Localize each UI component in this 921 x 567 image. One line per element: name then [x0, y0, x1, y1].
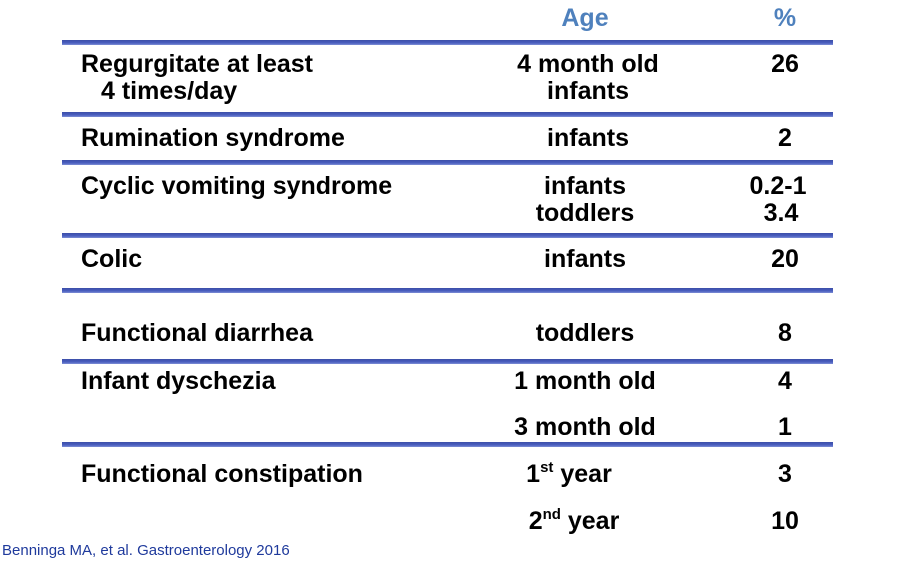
age-ordinal-number: 1	[526, 460, 541, 488]
row-divider	[62, 160, 833, 165]
percent-value-line2: 3.4	[763, 199, 799, 227]
percent-value: 20	[771, 245, 799, 273]
age-column-header: Age	[561, 4, 609, 32]
percent-value: 3	[778, 460, 792, 488]
condition-label: Cyclic vomiting syndrome	[81, 172, 393, 200]
percent-value-secondary: 1	[778, 413, 792, 441]
percent-value: 8	[778, 319, 792, 347]
row-divider	[62, 233, 833, 238]
age-value-line2: infants	[547, 77, 629, 105]
row-divider	[62, 442, 833, 447]
citation: Benninga MA, et al. Gastroenterology 201…	[2, 542, 290, 559]
age-value-secondary: 3 month old	[514, 413, 656, 441]
age-value-secondary: 2nd year	[528, 505, 620, 535]
age-value: 1st year	[526, 458, 612, 488]
age-ordinal-suffix: nd	[542, 505, 561, 523]
condition-label: Functional constipation	[81, 460, 363, 488]
percent-value: 26	[771, 50, 799, 78]
header-rule	[62, 40, 833, 45]
condition-label: Functional diarrhea	[81, 319, 313, 347]
age-ordinal-suffix: st	[540, 458, 554, 476]
age-value-line2: toddlers	[535, 199, 635, 227]
percent-value-secondary: 10	[771, 507, 799, 535]
percent-value: 0.2-1	[749, 172, 807, 200]
age-value: infants	[544, 172, 626, 200]
age-value: infants	[547, 124, 629, 152]
percent-value: 2	[778, 124, 792, 152]
age-value: 1 month old	[514, 367, 656, 395]
row-divider	[62, 288, 833, 293]
condition-label: Regurgitate at least	[81, 50, 314, 78]
condition-label: Infant dyschezia	[81, 367, 276, 395]
row-divider	[62, 112, 833, 117]
age-value: toddlers	[535, 319, 635, 347]
age-value: infants	[544, 245, 626, 273]
age-unit: year	[553, 460, 612, 488]
condition-label: Colic	[81, 245, 143, 273]
percent-column-header: %	[773, 4, 797, 32]
age-ordinal-number: 2	[528, 507, 543, 535]
age-value: 4 month old	[517, 50, 659, 78]
condition-label-line2: 4 times/day	[101, 77, 238, 105]
row-divider	[62, 359, 833, 364]
age-unit: year	[560, 507, 620, 535]
condition-label: Rumination syndrome	[81, 124, 345, 152]
percent-value: 4	[778, 367, 792, 395]
